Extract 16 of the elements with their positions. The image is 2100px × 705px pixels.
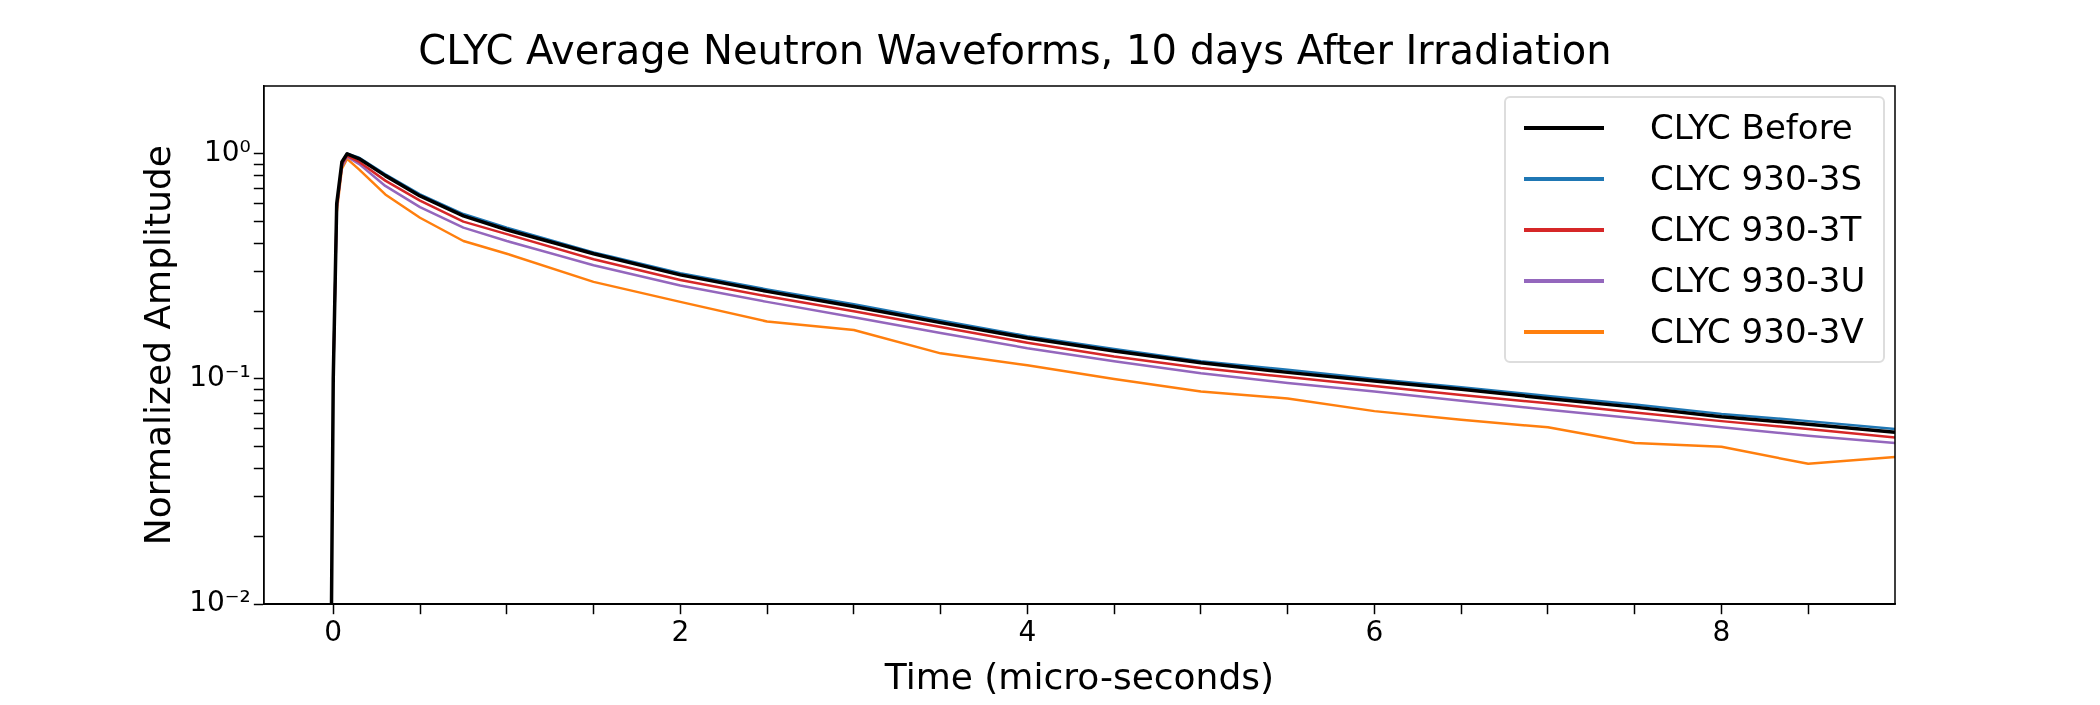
legend-label: CLYC Before [1650,106,1853,149]
x-tick-label: 0 [324,615,343,649]
x-tick-label: 4 [1018,615,1037,649]
x-tick-label: 8 [1712,615,1731,649]
y-axis-title: Normalized Amplitude [136,145,178,546]
legend-label: CLYC 930-3U [1650,259,1866,302]
x-tick-label: 2 [671,615,690,649]
legend-label: CLYC 930-3V [1650,310,1864,353]
chart-title: CLYC Average Neutron Waveforms, 10 days After Irradiation [418,27,1612,74]
x-tick-label: 6 [1365,615,1384,649]
y-tick-label: 10⁰ [203,135,251,169]
x-axis-title: Time (micro-seconds) [883,655,1275,697]
legend-label: CLYC 930-3S [1650,157,1863,200]
legend-label: CLYC 930-3T [1650,208,1862,251]
y-tick-label: 10⁻¹ [189,360,251,394]
y-tick-label: 10⁻² [189,585,251,619]
